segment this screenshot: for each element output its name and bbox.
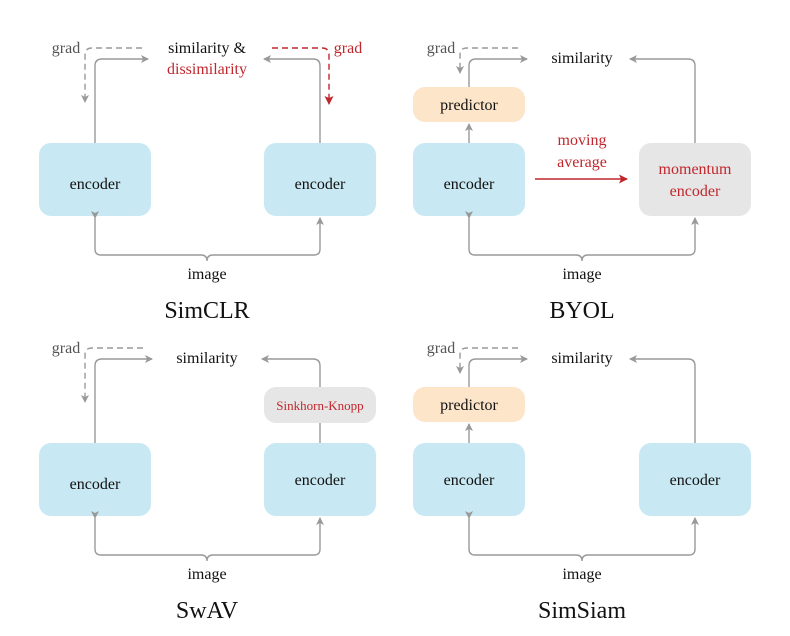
encoder-box [264, 443, 376, 516]
image-brace [465, 211, 699, 262]
arrow-to-similarity [629, 55, 696, 143]
sinkhorn-box [264, 387, 376, 423]
image-label: image [187, 566, 226, 583]
grad-arrow [456, 47, 518, 74]
encoder-box [39, 143, 151, 216]
grad-label: grad [52, 340, 80, 357]
momentum-label: momentum [659, 161, 732, 178]
momentum-encoder-label: encoder [670, 183, 721, 200]
panel-title: SwAV [176, 598, 239, 624]
encoder-label: encoder [444, 176, 495, 193]
arrow-to-similarity [629, 355, 696, 443]
image-brace [91, 211, 324, 262]
arrow-to-similarity [468, 55, 528, 87]
encoder-box [413, 143, 525, 216]
encoder-label: encoder [295, 472, 346, 489]
byol-panel: predictor encoder momentum encoder simil… [413, 40, 751, 324]
image-label: image [562, 566, 601, 583]
similarity-label: similarity & [168, 40, 246, 57]
similarity-label: similarity [551, 50, 612, 67]
encoder-box [264, 143, 376, 216]
similarity-label: similarity [176, 350, 237, 367]
encoder-label: encoder [670, 472, 721, 489]
image-label: image [562, 266, 601, 283]
panel-title: SimCLR [164, 298, 249, 324]
grad-arrow-red [272, 47, 334, 105]
similarity-label: similarity [551, 350, 612, 367]
arrow-to-similarity [263, 55, 321, 143]
momentum-encoder-box [639, 143, 751, 216]
grad-arrow [456, 347, 518, 374]
image-brace [465, 511, 699, 562]
image-brace [91, 511, 324, 562]
encoder-label: encoder [70, 476, 121, 493]
grad-label: grad [427, 340, 455, 357]
grad-arrow [81, 47, 142, 103]
arrow-to-similarity [94, 55, 149, 143]
sinkhorn-label: Sinkhorn-Knopp [276, 398, 363, 413]
moving-average-label: moving [558, 132, 607, 149]
grad-label: grad [427, 40, 455, 57]
grad-label: grad [334, 40, 362, 57]
predictor-box [413, 87, 525, 122]
image-label: image [187, 266, 226, 283]
grad-arrow [81, 347, 143, 403]
predictor-box [413, 387, 525, 422]
simsiam-panel: predictor encoder encoder similarity gra… [413, 340, 751, 624]
predictor-label: predictor [440, 97, 498, 114]
panel-title: BYOL [549, 298, 614, 324]
encoder-label: encoder [70, 176, 121, 193]
panel-title: SimSiam [538, 598, 626, 624]
arrow-to-similarity [262, 359, 321, 443]
grad-label: grad [52, 40, 80, 57]
arrow-to-similarity [468, 355, 528, 387]
simclr-panel: encoder encoder similarity & dissimilari… [39, 40, 376, 324]
encoder-label: encoder [444, 472, 495, 489]
moving-average-label: average [557, 154, 607, 171]
encoder-label: encoder [295, 176, 346, 193]
encoder-box [639, 443, 751, 516]
encoder-box [413, 443, 525, 516]
dissimilarity-label: dissimilarity [167, 61, 247, 78]
swav-panel: encoder encoder Sinkhorn-Knopp similarit… [39, 340, 376, 624]
encoder-box [39, 443, 151, 516]
predictor-label: predictor [440, 397, 498, 414]
arrow-to-similarity [94, 355, 153, 443]
